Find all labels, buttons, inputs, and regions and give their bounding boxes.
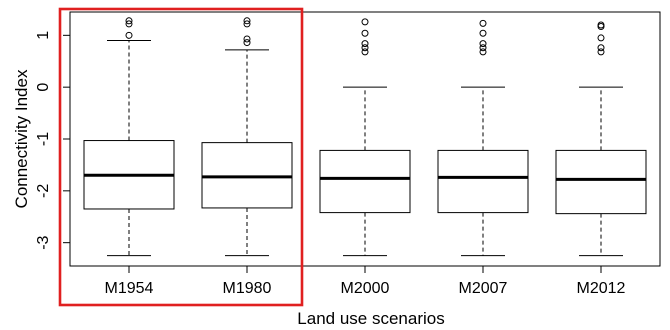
- x-tick-label: M2012: [577, 280, 626, 297]
- outlier-point: [125, 20, 133, 28]
- interquartile-box: [319, 149, 411, 214]
- y-tick-label: -2: [35, 184, 52, 198]
- outlier-point: [479, 44, 487, 52]
- outlier-point: [125, 17, 133, 25]
- x-axis-title: Land use scenarios: [297, 309, 444, 328]
- outlier-point: [243, 35, 251, 43]
- outlier-point: [479, 40, 487, 48]
- outlier-point: [361, 18, 369, 26]
- y-tick-label: -1: [35, 132, 52, 146]
- x-tick-label: M1980: [223, 280, 272, 297]
- outlier-point: [479, 48, 487, 56]
- y-axis: -3 -2 -1 0 1: [35, 31, 71, 250]
- outlier-point: [597, 48, 605, 56]
- outlier-point: [597, 34, 605, 42]
- y-tick-label: -3: [35, 235, 52, 249]
- outlier-point: [361, 48, 369, 56]
- box-M1980: [201, 17, 293, 257]
- highlight-rectangle: [58, 7, 304, 307]
- y-axis-title: Connectivity Index: [12, 69, 31, 208]
- outlier-point: [243, 20, 251, 28]
- interquartile-box: [555, 149, 647, 215]
- outlier-point: [243, 39, 251, 47]
- outlier-point: [361, 29, 369, 37]
- box-M2000: [319, 18, 411, 257]
- interquartile-box: [437, 149, 529, 214]
- outlier-point: [243, 17, 251, 25]
- x-axis: M1954 M1980 M2000 M2007 M2012: [105, 266, 626, 297]
- outlier-point: [597, 44, 605, 52]
- box-M1954: [83, 17, 175, 257]
- outlier-point: [479, 19, 487, 27]
- x-tick-label: M2000: [341, 280, 390, 297]
- x-tick-label: M1954: [105, 280, 154, 297]
- outlier-point: [479, 29, 487, 37]
- outlier-point: [361, 40, 369, 48]
- x-tick-label: M2007: [459, 280, 508, 297]
- box-M2007: [437, 19, 529, 257]
- y-tick-label: 1: [35, 31, 52, 40]
- interquartile-box: [201, 142, 293, 209]
- outlier-point: [361, 44, 369, 52]
- box-M2012: [555, 21, 647, 257]
- boxes-layer: [83, 17, 647, 257]
- y-tick-label: 0: [35, 83, 52, 92]
- outlier-point: [125, 31, 133, 39]
- outlier-point: [597, 21, 605, 29]
